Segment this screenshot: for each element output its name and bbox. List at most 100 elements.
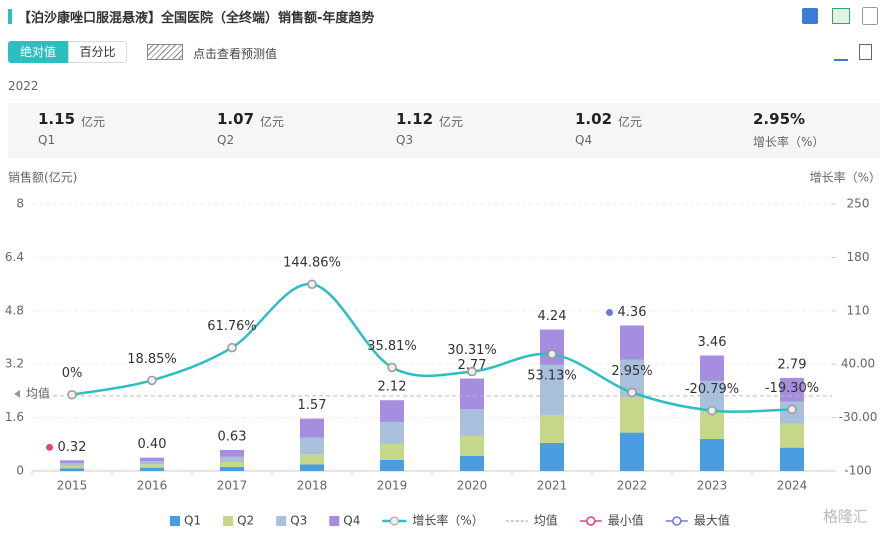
forecast-swatch[interactable] [147,44,183,60]
x-tick-label: 2022 [617,479,648,493]
growth-label: 30.31% [447,343,497,358]
summary-label: Q4 [575,133,593,147]
bar-segment [300,464,324,471]
y-tick-label: 4.8 [5,303,24,317]
summary-value: 2.95% [753,110,806,128]
bar-segment [780,447,804,471]
bar-segment [220,461,244,467]
min-marker [46,443,54,451]
tab-absolute[interactable]: 绝对值 [8,41,68,63]
mean-label: 均值 [26,385,50,400]
bar-segment [380,400,404,422]
bar-segment [300,454,324,465]
legend-label: Q4 [343,514,360,528]
legend-swatch [276,516,287,526]
legend-swatch [329,516,340,526]
legend-label: 增长率（%） [412,513,483,528]
total-label: 4.36 [618,305,647,320]
total-label: 2.12 [378,380,407,395]
summary-value: 1.07 [217,110,255,128]
total-label: 0.40 [138,437,167,452]
legend-label: Q3 [290,514,307,528]
growth-line [71,282,793,413]
summary-value: 1.02 [575,110,613,128]
bar-segment [140,460,164,465]
summary-year: 2022 [8,79,39,93]
bar-segment [140,457,164,461]
bar-segment [60,460,84,463]
summary-value: 1.12 [396,110,434,128]
growth-label: 18.85% [127,352,177,367]
x-tick-label: 2017 [217,479,248,493]
growth-point [787,404,797,415]
legend-swatch [223,516,234,526]
total-label: 2.79 [778,357,807,372]
y-tick-label: 3.2 [5,357,24,371]
max-marker [606,308,614,316]
bar-segment [60,465,84,469]
bar-icon[interactable] [834,45,848,61]
bar-segment [700,355,724,381]
table-icon[interactable] [859,44,872,60]
bar-segment [380,443,404,460]
bar-segment [220,449,244,457]
bar-segment [140,467,164,471]
bar-segment [540,442,564,471]
y2-axis-title: 增长率（%） [810,170,881,185]
y-tick-label: 1.6 [5,410,24,424]
total-label: 0.63 [218,429,247,444]
legend-swatch [389,516,399,526]
summary-label: 增长率（%） [753,135,825,149]
forecast-link[interactable]: 点击查看预测值 [193,47,278,61]
bar-segment [60,468,84,471]
total-label: 1.57 [298,398,327,413]
legend-swatch [672,516,682,526]
growth-label: -20.79% [685,382,739,397]
y-axis-title: 销售额(亿元) [8,170,77,185]
y2-tick-label: -30.00 [839,410,878,424]
growth-label: 2.95% [611,364,652,379]
tab-percent[interactable]: 百分比 [68,41,127,63]
bar-segment [140,464,164,468]
total-label: 3.46 [698,335,727,350]
summary-label: Q1 [38,133,56,147]
growth-point [547,349,557,359]
summary-unit: 亿元 [618,115,643,129]
growth-label: -19.30% [765,381,819,396]
bar-segment [780,423,804,448]
growth-point [707,405,717,416]
bar-segment [540,329,564,365]
legend-label: 均值 [534,513,558,528]
bar-segment [220,466,244,471]
page-title: 【泊沙康唑口服混悬液】全国医院（全终端）销售额-年度趋势 [18,11,375,26]
growth-label: 61.76% [207,319,257,334]
summary-label: Q3 [396,133,414,147]
bar-segment [380,459,404,471]
x-tick-label: 2024 [777,479,808,493]
growth-point [307,279,317,289]
bar-segment [700,410,724,439]
summary-unit: 亿元 [439,115,464,129]
x-tick-label: 2019 [377,479,408,493]
x-tick-label: 2018 [297,479,328,493]
bar-segment [540,414,564,443]
watermark: 格隆汇 [823,508,868,526]
title-bar [8,9,12,24]
y2-tick-label: 250 [847,197,870,211]
mean-arrow [14,389,20,398]
x-tick-label: 2021 [537,479,568,493]
image-icon[interactable] [832,8,850,24]
x-tick-label: 2020 [457,479,488,493]
bar-segment [460,409,484,436]
legend-swatch [586,516,596,526]
legend-label: 最大值 [694,513,730,528]
summary-label: Q2 [217,133,235,147]
excel-icon[interactable] [802,8,818,24]
legend-label: 最小值 [608,513,644,528]
doc-icon[interactable] [862,7,878,25]
bar-segment [300,437,324,455]
summary-panel [8,103,880,158]
bar-segment [60,462,84,466]
